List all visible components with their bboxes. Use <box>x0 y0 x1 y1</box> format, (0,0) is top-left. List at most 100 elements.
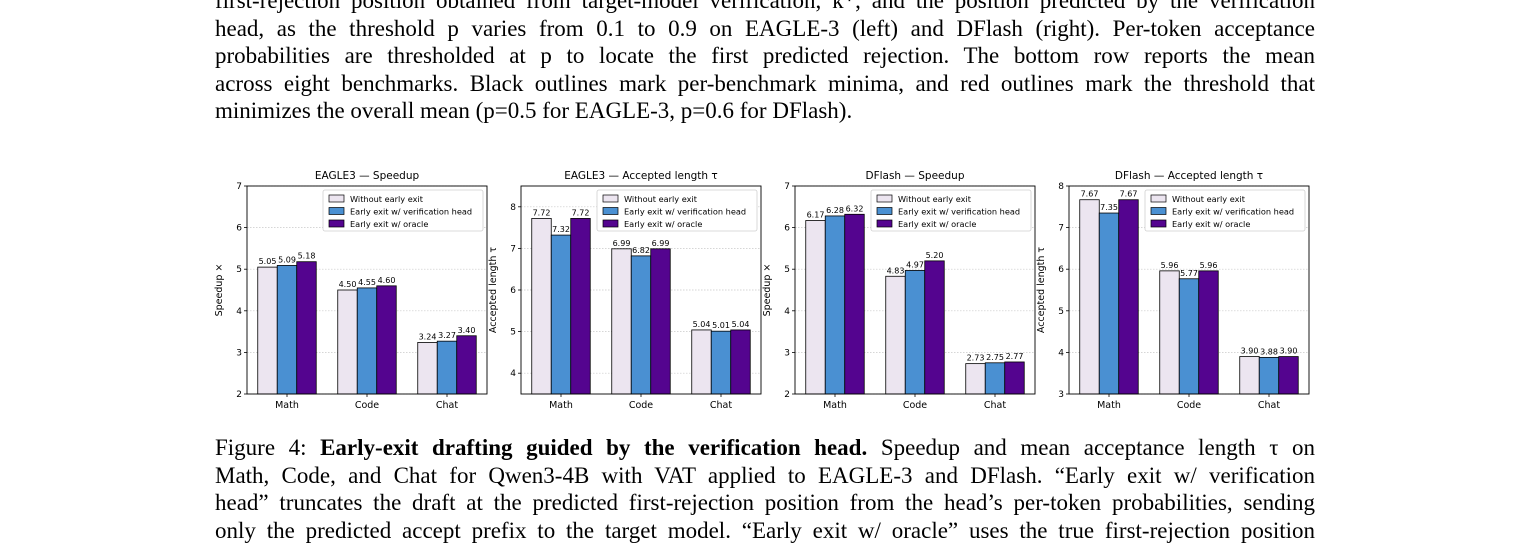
y-axis-label: Speedup × <box>214 264 225 317</box>
caption-line: head” truncates the draft at the predict… <box>215 489 1315 517</box>
bar <box>277 265 297 394</box>
data-label: 3.27 <box>438 331 456 340</box>
legend-swatch <box>329 220 344 227</box>
data-label: 4.55 <box>358 278 376 287</box>
bar <box>357 288 377 394</box>
caption-line: Figure 4: Early-exit drafting guided by … <box>215 434 1315 462</box>
bar <box>1199 271 1219 394</box>
legend-label: Without early exit <box>1172 194 1246 204</box>
y-tick-label: 6 <box>510 286 516 296</box>
legend-swatch <box>1151 208 1166 215</box>
data-label: 6.82 <box>632 246 650 255</box>
data-label: 7.72 <box>572 208 590 217</box>
legend-label: Without early exit <box>624 194 698 204</box>
bar <box>297 262 317 394</box>
x-tick-label: Math <box>823 400 847 411</box>
bar <box>711 331 731 394</box>
chart-title: EAGLE3 — Accepted length τ <box>564 170 718 182</box>
bar <box>571 218 591 394</box>
x-tick-label: Math <box>275 400 299 411</box>
legend-label: Early exit w/ oracle <box>350 219 428 229</box>
legend-label: Early exit w/ verification head <box>624 207 746 217</box>
y-tick-label: 5 <box>236 265 242 275</box>
bar <box>1119 200 1139 394</box>
caption-bold-title: Early-exit drafting guided by the verifi… <box>320 435 867 460</box>
legend-swatch <box>1151 195 1166 202</box>
y-tick-label: 6 <box>1058 265 1064 275</box>
data-label: 4.50 <box>339 280 357 289</box>
bar <box>1179 279 1199 394</box>
data-label: 5.09 <box>278 255 296 264</box>
x-tick-label: Chat <box>1258 400 1280 411</box>
top-paragraph-line: probabilities are thresholded at p to lo… <box>215 42 1315 70</box>
y-tick-label: 3 <box>784 348 790 358</box>
data-label: 3.40 <box>458 326 476 335</box>
data-label: 3.90 <box>1280 347 1298 356</box>
data-label: 7.72 <box>533 208 551 217</box>
bar <box>338 290 358 394</box>
legend-swatch <box>603 220 618 227</box>
data-label: 5.20 <box>926 251 944 260</box>
data-label: 6.17 <box>807 211 825 220</box>
bar <box>905 270 925 394</box>
top-paragraph-line: head, as the threshold p varies from 0.1… <box>215 15 1315 43</box>
legend-swatch <box>877 195 892 202</box>
legend-swatch <box>329 195 344 202</box>
x-tick-label: Chat <box>436 400 458 411</box>
bar-chart: 456787.727.327.72Math6.996.826.99Code5.0… <box>474 160 784 420</box>
caption-line: Math, Code, and Chat for Qwen3-4B with V… <box>215 462 1315 490</box>
bar <box>925 261 945 394</box>
data-label: 6.99 <box>613 239 631 248</box>
data-label: 5.18 <box>298 252 316 261</box>
chart-title: EAGLE3 — Speedup <box>315 170 420 182</box>
x-tick-label: Code <box>355 400 379 411</box>
bar <box>532 218 552 394</box>
bar <box>845 214 865 394</box>
x-tick-label: Chat <box>710 400 732 411</box>
y-tick-label: 7 <box>510 244 516 254</box>
data-label: 7.35 <box>1100 203 1118 212</box>
y-axis-label: Accepted length τ <box>1036 247 1047 334</box>
bar <box>377 286 397 394</box>
x-tick-label: Code <box>629 400 653 411</box>
bar <box>985 363 1005 394</box>
legend-label: Early exit w/ verification head <box>350 207 472 217</box>
data-label: 5.01 <box>712 321 730 330</box>
legend-label: Early exit w/ oracle <box>898 219 976 229</box>
bar <box>692 330 712 394</box>
data-label: 5.96 <box>1200 261 1218 270</box>
caption-line: only the predicted accept prefix to the … <box>215 517 1315 544</box>
legend-label: Early exit w/ verification head <box>1172 207 1294 217</box>
bar <box>1160 271 1180 394</box>
y-tick-label: 3 <box>236 348 242 358</box>
legend-label: Without early exit <box>350 194 424 204</box>
y-tick-label: 7 <box>236 182 242 192</box>
y-tick-label: 4 <box>510 369 516 379</box>
y-tick-label: 7 <box>784 182 790 192</box>
data-label: 6.32 <box>846 204 864 213</box>
top-paragraph-line: minimizes the overall mean (p=0.5 for EA… <box>215 97 1315 125</box>
data-label: 6.99 <box>652 239 670 248</box>
bar <box>631 256 651 394</box>
bar <box>886 276 906 394</box>
legend-swatch <box>329 208 344 215</box>
data-label: 4.97 <box>906 260 924 269</box>
data-label: 7.67 <box>1120 190 1138 199</box>
data-label: 2.77 <box>1006 352 1024 361</box>
legend-swatch <box>1151 220 1166 227</box>
legend-swatch <box>603 195 618 202</box>
bar <box>418 342 438 394</box>
data-label: 4.83 <box>887 266 905 275</box>
y-tick-label: 7 <box>1058 224 1064 234</box>
y-tick-label: 6 <box>236 224 242 234</box>
x-tick-label: Code <box>903 400 927 411</box>
y-tick-label: 3 <box>1058 390 1064 400</box>
chart-title: DFlash — Speedup <box>865 170 964 182</box>
data-label: 7.67 <box>1081 190 1099 199</box>
y-tick-label: 8 <box>510 203 516 213</box>
data-label: 5.05 <box>259 257 277 266</box>
data-label: 4.60 <box>378 276 396 285</box>
legend-swatch <box>877 208 892 215</box>
